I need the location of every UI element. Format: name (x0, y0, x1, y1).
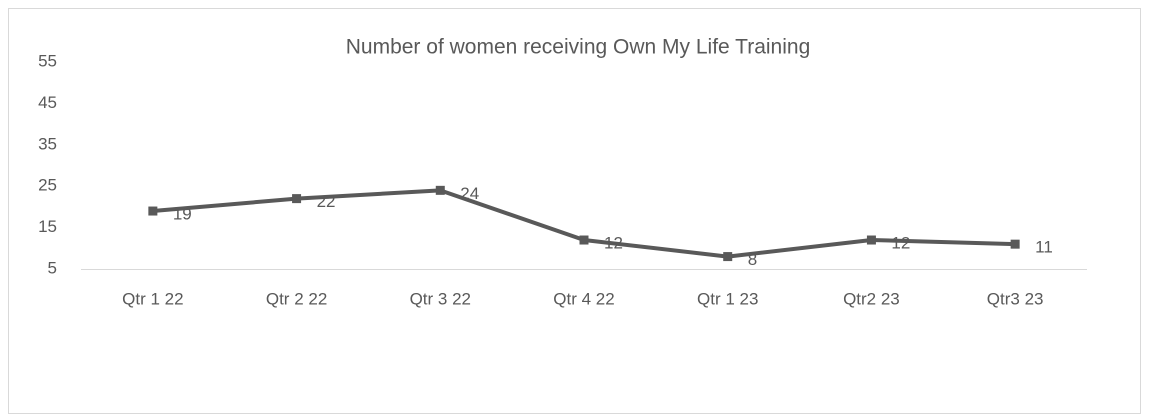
data-label: 12 (604, 234, 623, 253)
y-tick-label: 55 (38, 51, 57, 70)
x-tick-label: Qtr3 23 (987, 289, 1044, 308)
data-label: 8 (748, 250, 757, 269)
marker (148, 206, 158, 216)
marker (1010, 239, 1020, 249)
marker (435, 185, 445, 195)
data-label: 24 (460, 184, 479, 203)
marker (579, 235, 589, 245)
data-label: 19 (173, 205, 192, 224)
x-tick-label: Qtr 1 22 (122, 289, 183, 308)
y-tick-label: 35 (38, 134, 57, 153)
y-tick-label: 15 (38, 217, 57, 236)
y-tick-label: 45 (38, 93, 57, 112)
data-label: 12 (891, 234, 910, 253)
chart-frame (8, 8, 1141, 414)
y-tick-label: 5 (48, 258, 57, 277)
x-tick-label: Qtr2 23 (843, 289, 900, 308)
x-tick-label: Qtr 4 22 (553, 289, 614, 308)
marker (866, 235, 876, 245)
x-tick-label: Qtr 1 23 (697, 289, 758, 308)
y-tick-label: 25 (38, 176, 57, 195)
x-tick-label: Qtr 2 22 (266, 289, 327, 308)
data-label: 11 (1035, 238, 1053, 257)
data-label: 22 (317, 192, 336, 211)
chart-title: Number of women receiving Own My Life Tr… (346, 36, 811, 59)
marker (723, 252, 733, 262)
marker (292, 194, 302, 204)
x-tick-label: Qtr 3 22 (410, 289, 471, 308)
